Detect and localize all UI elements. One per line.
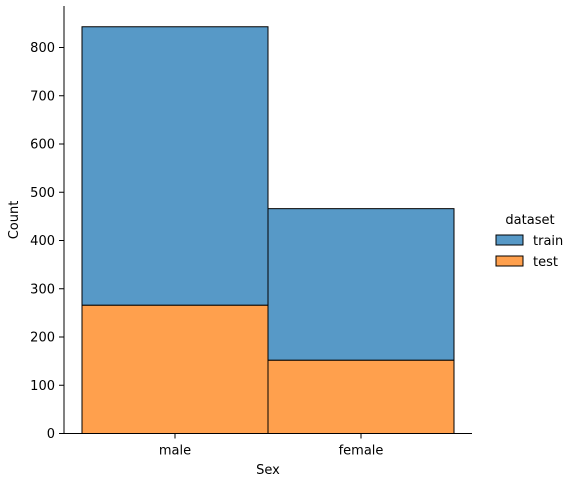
y-tick-label: 100 xyxy=(30,379,55,394)
legend-label-test: test xyxy=(533,255,558,270)
bar-test-female xyxy=(267,359,455,434)
legend-swatch-train xyxy=(495,234,524,246)
y-tick-label: 0 xyxy=(47,427,55,442)
bars-group xyxy=(81,26,455,434)
y-tick-label: 200 xyxy=(30,331,55,346)
x-axis-label: Sex xyxy=(256,463,280,478)
y-tick-label: 700 xyxy=(30,89,55,104)
y-tick-label: 300 xyxy=(30,282,55,297)
axes-group xyxy=(63,6,472,434)
x-ticks-group: male female xyxy=(159,433,384,459)
bar-train-male xyxy=(81,26,269,306)
y-tick-label: 600 xyxy=(30,138,55,153)
y-axis-label: Count xyxy=(7,201,22,240)
legend-title: dataset xyxy=(505,213,554,228)
legend-label-train: train xyxy=(533,234,563,249)
y-tick-label: 400 xyxy=(30,234,55,249)
legend-swatch-test xyxy=(495,255,524,267)
y-tick-label: 800 xyxy=(30,41,55,56)
bar-test-male xyxy=(81,304,269,434)
bar-train-female xyxy=(267,208,455,361)
x-tick-label-male: male xyxy=(159,444,191,459)
y-ticks-group: 0 100 200 300 400 500 600 700 800 xyxy=(30,41,64,442)
y-tick-label: 500 xyxy=(30,186,55,201)
x-tick-label-female: female xyxy=(339,444,384,459)
legend: dataset train test xyxy=(495,213,563,270)
